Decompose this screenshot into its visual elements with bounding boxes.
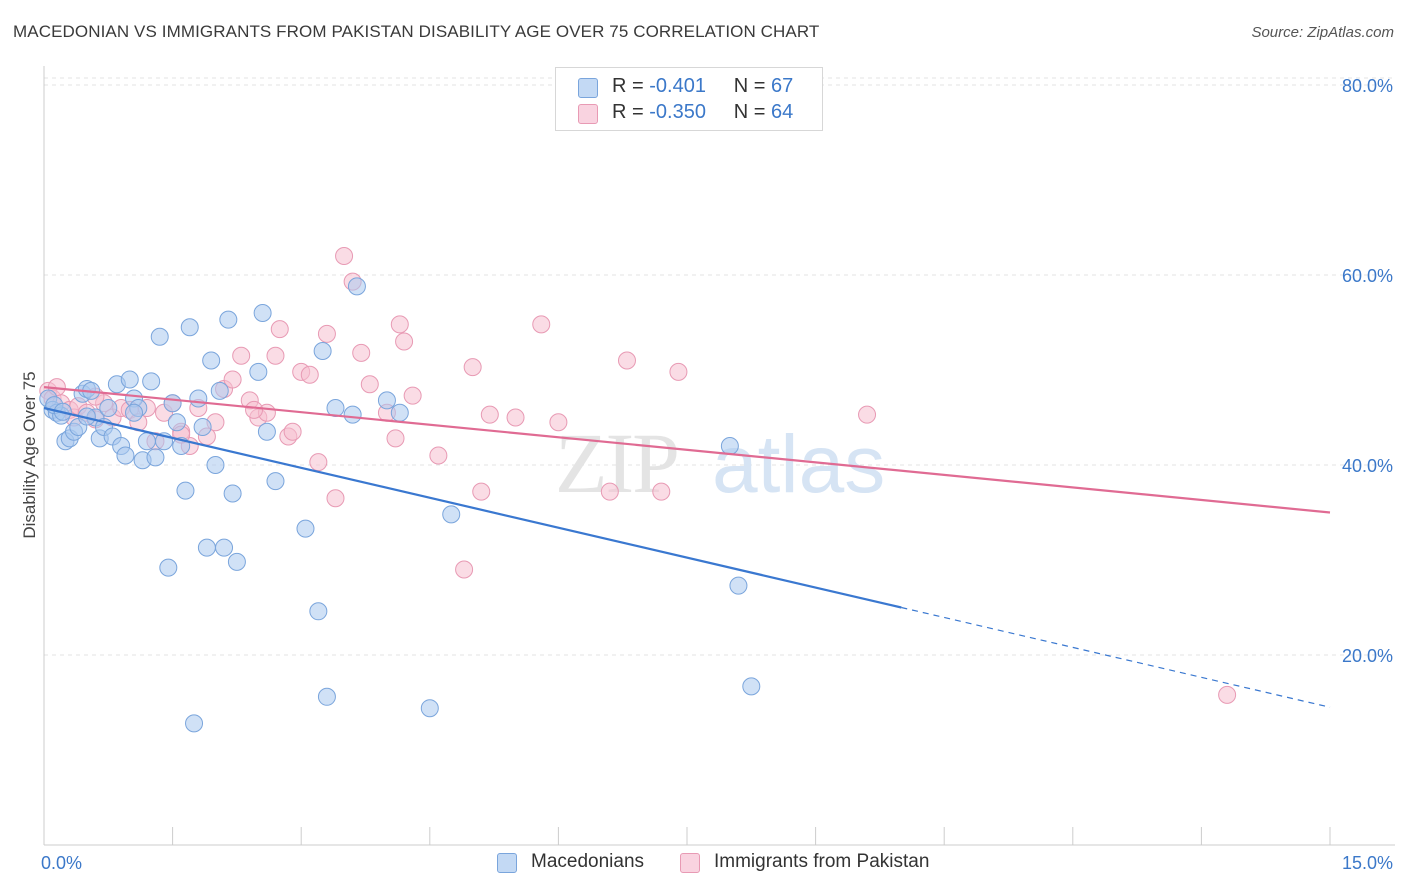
- data-point-macedonians: [117, 447, 134, 464]
- data-point-macedonians: [721, 438, 738, 455]
- legend-label-macedonians: Macedonians: [531, 851, 644, 873]
- legend-n-label: N =: [734, 75, 766, 97]
- legend-swatch-pink: [578, 104, 598, 124]
- data-point-macedonians: [224, 485, 241, 502]
- legend-swatch-blue: [497, 853, 517, 873]
- legend-r-label: R =: [612, 101, 644, 123]
- trend-lines: [44, 387, 1330, 707]
- legend-n-value: 64: [771, 101, 793, 123]
- data-point-pakistan: [464, 359, 481, 376]
- data-point-pakistan: [396, 333, 413, 350]
- data-point-pakistan: [404, 387, 421, 404]
- data-point-pakistan: [533, 316, 550, 333]
- data-point-pakistan: [456, 561, 473, 578]
- data-point-pakistan: [601, 483, 618, 500]
- data-point-macedonians: [126, 404, 143, 421]
- data-point-macedonians: [151, 328, 168, 345]
- correlation-legend: R = -0.401 N = 67 R = -0.350 N = 64: [555, 67, 823, 131]
- data-point-macedonians: [211, 382, 228, 399]
- data-point-macedonians: [160, 559, 177, 576]
- data-point-pakistan: [653, 483, 670, 500]
- data-point-pakistan: [670, 363, 687, 380]
- data-point-macedonians: [164, 395, 181, 412]
- data-point-macedonians: [147, 449, 164, 466]
- data-point-pakistan: [430, 447, 447, 464]
- data-point-pakistan: [353, 344, 370, 361]
- data-point-pakistan: [267, 347, 284, 364]
- data-point-pakistan: [507, 409, 524, 426]
- legend-label-pakistan: Immigrants from Pakistan: [714, 851, 929, 873]
- data-point-pakistan: [301, 366, 318, 383]
- legend-r-label: R =: [612, 75, 644, 97]
- legend-swatch-pink: [680, 853, 700, 873]
- data-point-pakistan: [618, 352, 635, 369]
- y-tick-label: 40.0%: [1342, 456, 1393, 476]
- data-point-macedonians: [220, 311, 237, 328]
- y-axis-label: Disability Age Over 75: [20, 371, 39, 538]
- data-point-macedonians: [743, 678, 760, 695]
- data-point-macedonians: [267, 473, 284, 490]
- series-legend: Macedonians Immigrants from Pakistan: [0, 851, 1406, 877]
- data-point-macedonians: [190, 390, 207, 407]
- legend-n-label: N =: [734, 101, 766, 123]
- data-point-macedonians: [310, 603, 327, 620]
- data-point-macedonians: [143, 373, 160, 390]
- data-point-macedonians: [443, 506, 460, 523]
- legend-swatch-blue: [578, 78, 598, 98]
- data-point-macedonians: [216, 539, 233, 556]
- data-point-macedonians: [318, 688, 335, 705]
- gridlines: [44, 78, 1395, 655]
- data-point-pakistan: [473, 483, 490, 500]
- data-point-pakistan: [391, 316, 408, 333]
- data-point-pakistan: [310, 454, 327, 471]
- data-point-pakistan: [387, 430, 404, 447]
- trend-line-macedonians-extension: [901, 608, 1330, 708]
- legend-n-value: 67: [771, 75, 793, 97]
- data-point-macedonians: [121, 371, 138, 388]
- data-point-pakistan: [550, 414, 567, 431]
- legend-r-value: -0.401: [649, 75, 706, 97]
- data-point-macedonians: [194, 419, 211, 436]
- data-point-pakistan: [233, 347, 250, 364]
- data-point-macedonians: [181, 319, 198, 336]
- data-point-macedonians: [177, 482, 194, 499]
- y-tick-label: 60.0%: [1342, 266, 1393, 286]
- data-point-macedonians: [258, 423, 275, 440]
- data-point-macedonians: [138, 433, 155, 450]
- data-point-pakistan: [284, 423, 301, 440]
- data-point-pakistan: [327, 490, 344, 507]
- data-point-macedonians: [730, 577, 747, 594]
- data-point-macedonians: [378, 392, 395, 409]
- data-point-macedonians: [203, 352, 220, 369]
- data-point-macedonians: [198, 539, 215, 556]
- data-point-macedonians: [100, 400, 117, 417]
- data-point-pakistan: [859, 406, 876, 423]
- data-point-pakistan: [481, 406, 498, 423]
- data-point-macedonians: [344, 406, 361, 423]
- data-point-pakistan: [1219, 686, 1236, 703]
- data-point-macedonians: [391, 404, 408, 421]
- data-point-macedonians: [297, 520, 314, 537]
- data-point-pakistan: [271, 321, 288, 338]
- data-point-macedonians: [186, 715, 203, 732]
- y-tick-label: 80.0%: [1342, 76, 1393, 96]
- data-point-macedonians: [314, 343, 331, 360]
- data-point-macedonians: [421, 700, 438, 717]
- scatter-chart: ZIP atlas 20.0%40.0%60.0%80.0%0.0% 15.0% …: [0, 0, 1406, 892]
- watermark-atlas: atlas: [712, 419, 885, 510]
- data-point-macedonians: [207, 457, 224, 474]
- data-point-macedonians: [228, 553, 245, 570]
- data-point-macedonians: [168, 414, 185, 431]
- data-point-pakistan: [246, 401, 263, 418]
- legend-r-value: -0.350: [649, 101, 706, 123]
- y-tick-label: 20.0%: [1342, 646, 1393, 666]
- data-point-macedonians: [254, 305, 271, 322]
- data-point-pakistan: [336, 248, 353, 265]
- data-point-macedonians: [250, 363, 267, 380]
- data-point-macedonians: [348, 278, 365, 295]
- data-point-pakistan: [361, 376, 378, 393]
- data-point-pakistan: [318, 325, 335, 342]
